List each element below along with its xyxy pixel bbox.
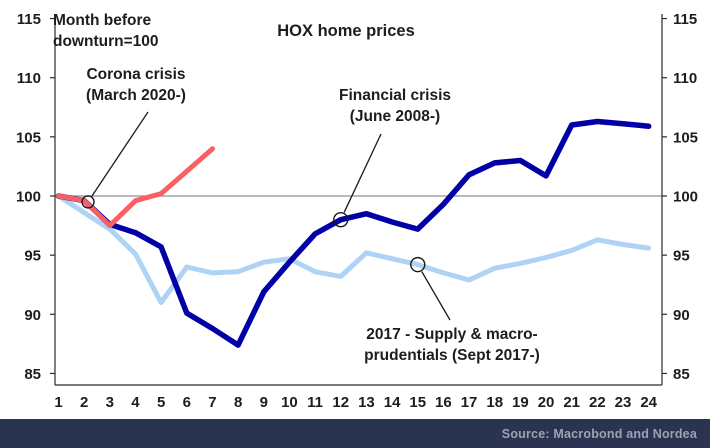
y-axis-tick-label-right: 95 <box>673 248 690 265</box>
supply-callout-marker-circle <box>410 256 426 273</box>
x-axis-tick-label: 23 <box>615 394 632 411</box>
x-axis-tick-label: 4 <box>131 394 140 411</box>
x-axis-tick-label: 20 <box>538 394 555 411</box>
x-axis-tick-label: 6 <box>183 394 191 411</box>
supply-2017-line <box>56 193 652 305</box>
corona-crisis-line <box>56 146 215 229</box>
y-axis-tick-label-left: 85 <box>24 366 41 383</box>
y-axis-tick-label-left: 110 <box>17 70 41 87</box>
financial-crisis-annotation: Financial crisis (June 2008-) <box>339 87 451 125</box>
x-axis-tick-label: 15 <box>409 394 426 411</box>
x-axis-tick-label: 11 <box>307 394 323 411</box>
y-axis-tick-label-right: 105 <box>673 129 698 146</box>
x-axis-tick-label: 21 <box>563 394 580 411</box>
financial-callout-marker-circle <box>333 211 349 228</box>
x-axis-tick-label: 12 <box>332 394 349 411</box>
x-axis-tick-label: 14 <box>384 394 401 411</box>
x-axis-tick-label: 3 <box>106 394 114 411</box>
y-axis-tick-label-left: 100 <box>16 189 41 206</box>
y-axis-tick-label-right: 100 <box>673 189 698 206</box>
chart-title: HOX home prices <box>277 22 415 40</box>
y-axis-tick-label-right: 85 <box>673 366 690 383</box>
corona-callout-leader-line <box>91 111 149 197</box>
corona-callout-marker-circle <box>81 195 95 209</box>
y-axis-tick-label-left: 95 <box>24 248 41 265</box>
x-axis-tick-label: 1 <box>54 394 62 411</box>
supply-callout-leader-line <box>421 271 451 321</box>
y-axis-tick-label-left: 90 <box>24 307 41 324</box>
x-axis-tick-label: 16 <box>435 394 452 411</box>
x-axis-tick-label: 7 <box>208 394 216 411</box>
y-axis-tick-label-left: 115 <box>17 11 41 28</box>
y-axis-tick-label-left: 105 <box>16 129 41 146</box>
x-axis-tick-label: 22 <box>589 394 606 411</box>
financial-callout-leader-line <box>343 133 382 213</box>
x-axis-tick-label: 10 <box>281 394 298 411</box>
financial-crisis-line <box>55 118 652 348</box>
y-axis-tick-label-right: 90 <box>673 307 690 324</box>
x-axis-tick-label: 24 <box>640 394 657 411</box>
corona-crisis-annotation: Corona crisis (March 2020-) <box>86 66 186 104</box>
y-axis-tick-label-right: 115 <box>673 11 697 28</box>
source-footer-bar: Source: Macrobond and Nordea <box>0 419 710 448</box>
x-axis-tick-label: 8 <box>234 394 242 411</box>
x-axis-tick-label: 2 <box>80 394 88 411</box>
index-note-annotation: Month before downturn=100 <box>53 12 159 50</box>
x-axis-tick-label: 9 <box>260 394 268 411</box>
y-axis-tick-label-right: 110 <box>673 70 697 87</box>
source-credit-label: Source: Macrobond and Nordea <box>501 426 697 441</box>
x-axis-tick-label: 18 <box>486 394 503 411</box>
x-axis-tick-label: 17 <box>461 394 478 411</box>
x-axis-tick-label: 19 <box>512 394 529 411</box>
x-axis-tick-label: 5 <box>157 394 165 411</box>
x-axis-tick-label: 13 <box>358 394 375 411</box>
supply-macroprudentials-annotation: 2017 - Supply & macro- prudentials (Sept… <box>364 326 540 364</box>
